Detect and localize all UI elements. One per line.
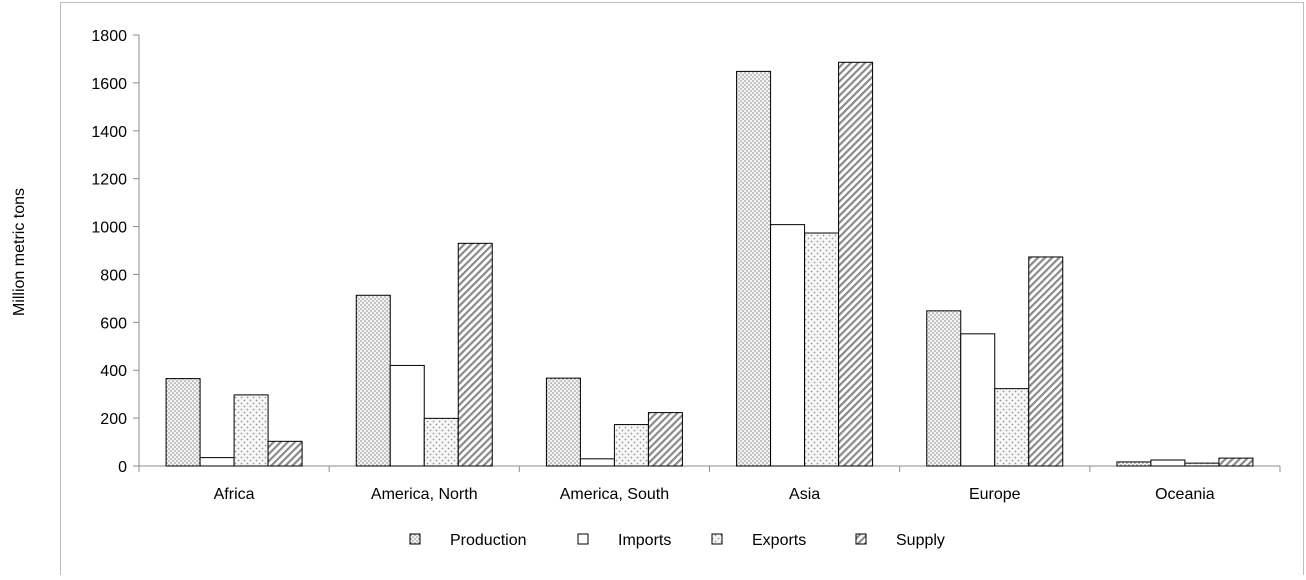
bar-supply-oceania: [1218, 457, 1254, 467]
y-tick-label: 1200: [91, 172, 127, 189]
bar-production-america-south: [545, 377, 581, 467]
y-tick-label: 1400: [91, 124, 127, 141]
bar-imports-europe: [960, 333, 996, 467]
bar-production-africa: [165, 378, 201, 467]
x-tick-label-asia: Asia: [789, 486, 820, 503]
legend-swatch-imports: [577, 533, 589, 545]
y-tick-label: 200: [100, 411, 127, 428]
bar-supply-america-north: [457, 242, 493, 467]
y-axis-title: Million metric tons: [11, 188, 28, 316]
y-tick-label: 800: [100, 267, 127, 284]
y-tick-label: 0: [118, 459, 127, 476]
x-tick-label-america-south: America, South: [560, 486, 669, 503]
y-tick-label: 1600: [91, 76, 127, 93]
bar-production-america-north: [355, 294, 391, 467]
bar-imports-america-north: [389, 364, 425, 467]
bar-imports-asia: [770, 224, 806, 467]
chart-frame: [60, 2, 1304, 580]
y-tick-label: 1800: [91, 28, 127, 45]
legend-swatch-exports: [711, 533, 723, 545]
bar-exports-america-south: [613, 424, 649, 467]
x-axis: Africa America, North America, South Asia Eu…: [138, 465, 1281, 503]
legend-label-exports: Exports: [752, 532, 806, 549]
bar-supply-america-south: [647, 412, 683, 467]
bar-imports-america-south: [579, 458, 615, 467]
legend-swatch-production: [409, 533, 421, 545]
x-tick-label-america-north: America, North: [371, 486, 478, 503]
bars: [165, 61, 1254, 467]
legend: Production Imports Exports Supply: [409, 532, 945, 549]
bar-imports-oceania: [1150, 459, 1186, 467]
y-tick-label: 400: [100, 363, 127, 380]
y-tick-label: 1000: [91, 220, 127, 237]
legend-label-production: Production: [450, 532, 527, 549]
y-axis: 0 200 400 600 800 1000 1200 1400 1600 1800: [91, 28, 140, 476]
x-tick-label-europe: Europe: [969, 486, 1021, 503]
bar-exports-africa: [233, 394, 269, 467]
bar-exports-oceania: [1184, 462, 1220, 467]
bar-exports-asia: [804, 232, 840, 467]
bar-supply-asia: [838, 61, 874, 467]
y-tick-label: 600: [100, 315, 127, 332]
bar-imports-africa: [199, 457, 235, 467]
bar-supply-europe: [1028, 256, 1064, 467]
bar-production-oceania: [1116, 461, 1152, 467]
bar-production-asia: [736, 70, 772, 467]
legend-swatch-supply: [855, 533, 867, 545]
x-tick-label-africa: Africa: [214, 486, 255, 503]
x-tick-label-oceania: Oceania: [1155, 486, 1215, 503]
bar-production-europe: [926, 310, 962, 467]
legend-label-imports: Imports: [618, 532, 671, 549]
bar-exports-america-north: [423, 417, 459, 467]
bar-exports-europe: [994, 388, 1030, 467]
bar-supply-africa: [267, 440, 303, 467]
legend-label-supply: Supply: [896, 532, 945, 549]
